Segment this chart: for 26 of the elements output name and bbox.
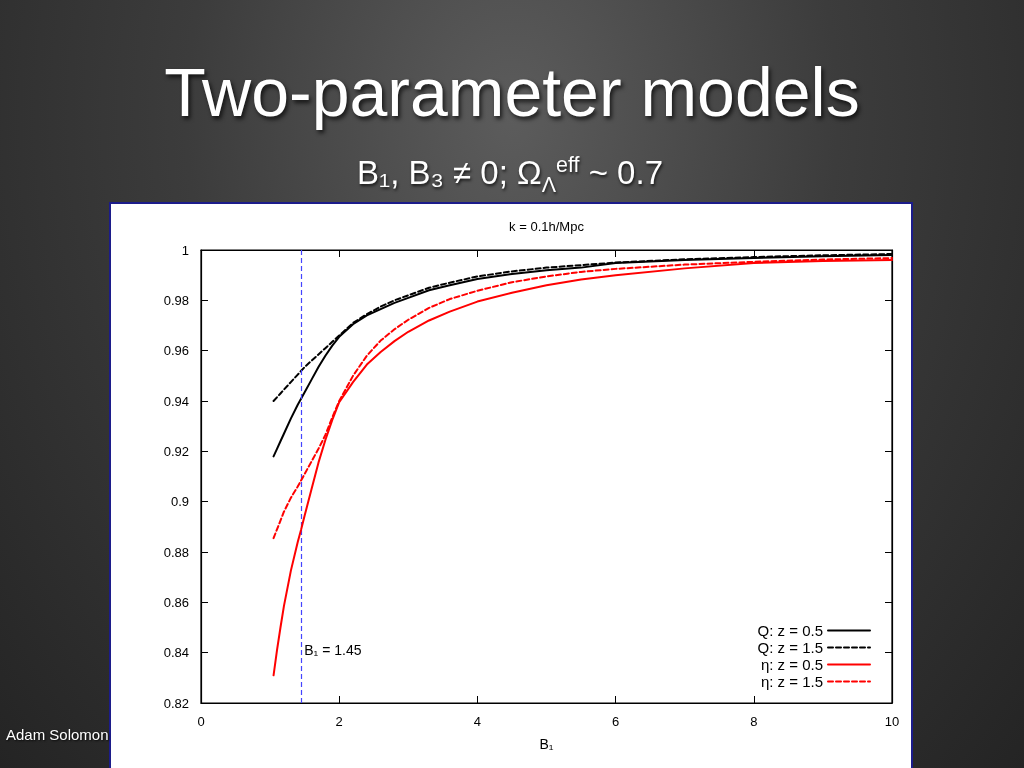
y-tick-label: 0.88: [163, 544, 189, 560]
x-tick-label: 0: [197, 714, 205, 729]
chart-subtitle: B₁, B₃ ≠ 0; Ω$_{Λ}$$^{eff}$ ~ 0.7: [356, 152, 664, 199]
ref-line-label: B₁ = 1.45: [304, 642, 362, 658]
x-tick-label: 2: [335, 714, 343, 729]
text: k = 0.1h/Mpc: [509, 218, 585, 234]
chart-title: Two-parameter models: [163, 53, 861, 132]
x-tick-label: 4: [473, 714, 482, 729]
y-tick-label: 0.86: [163, 594, 189, 610]
legend-label: Q: z = 1.5: [757, 639, 823, 656]
y-tick-label: 0.92: [163, 443, 189, 459]
x-axis-title: B₁: [539, 736, 554, 752]
legend-label: η: z = 1.5: [760, 673, 823, 690]
y-tick-label: 0.84: [163, 645, 189, 661]
x-tick-label: 6: [611, 714, 620, 729]
legend-label: η: z = 0.5: [760, 656, 823, 673]
legend-label: Q: z = 0.5: [757, 622, 823, 639]
x-tick-label: 10: [884, 714, 900, 729]
y-tick-label: 0.94: [163, 393, 189, 409]
text: Adam Solomon: [6, 726, 109, 743]
x-tick-label: 8: [750, 714, 758, 729]
y-tick-label: 0.98: [163, 292, 189, 308]
y-tick-label: 1: [181, 242, 189, 258]
y-tick-label: 0.9: [170, 494, 189, 510]
y-tick-label: 0.82: [163, 695, 189, 711]
y-tick-label: 0.96: [163, 343, 189, 359]
